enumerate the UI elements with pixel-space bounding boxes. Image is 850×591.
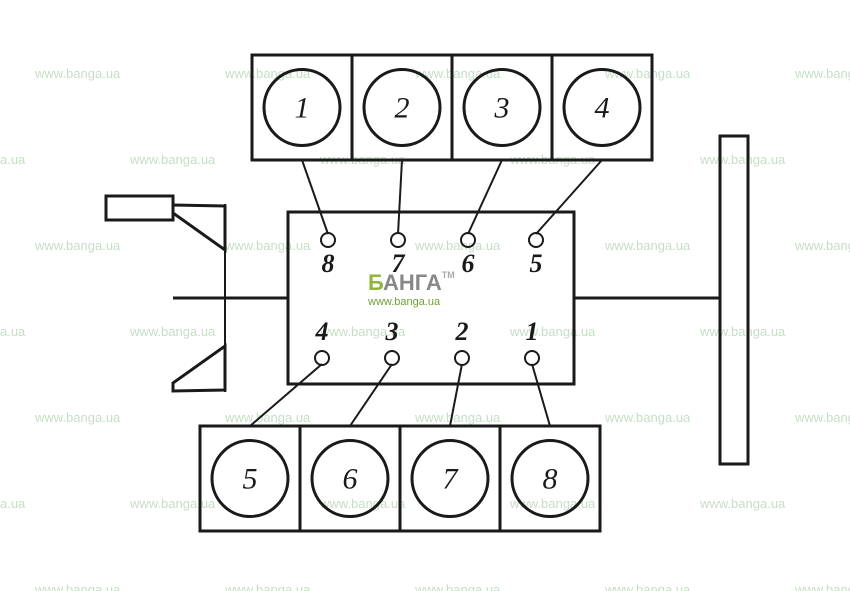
logo-accent-letter: Б [368,270,383,295]
cylinder-top-label-3: 3 [494,92,510,125]
pump-label-top-3: 6 [462,249,475,278]
pump-label-top-1: 8 [322,249,335,278]
cylinder-bottom-label-4: 8 [543,463,558,496]
fan-blade-top [173,205,225,250]
logo-rest: АНГА [383,270,442,295]
line-bottom-1 [250,364,322,426]
pump-label-top-4: 5 [530,249,543,278]
logo-main: БАНГАTM [368,270,455,296]
fan-blade-bottom [173,346,225,391]
fan-bar [106,196,173,220]
banga-logo: БАНГАTM www.banga.ua [368,270,455,308]
logo-url: www.banga.ua [368,296,455,308]
cylinder-bottom-label-1: 5 [243,463,258,496]
flywheel [720,136,748,464]
cylinder-top-label-4: 4 [595,92,610,125]
pump-label-bottom-4: 1 [526,317,539,346]
pump-label-bottom-3: 2 [455,317,469,346]
pump-label-bottom-1: 4 [315,317,329,346]
pump-label-bottom-2: 3 [385,317,399,346]
cylinder-top-label-2: 2 [395,92,410,125]
cylinder-bottom-label-2: 6 [343,463,358,496]
cylinder-bottom-label-3: 7 [443,463,460,496]
cylinder-top-label-1: 1 [295,92,310,125]
logo-tm: TM [442,270,455,280]
